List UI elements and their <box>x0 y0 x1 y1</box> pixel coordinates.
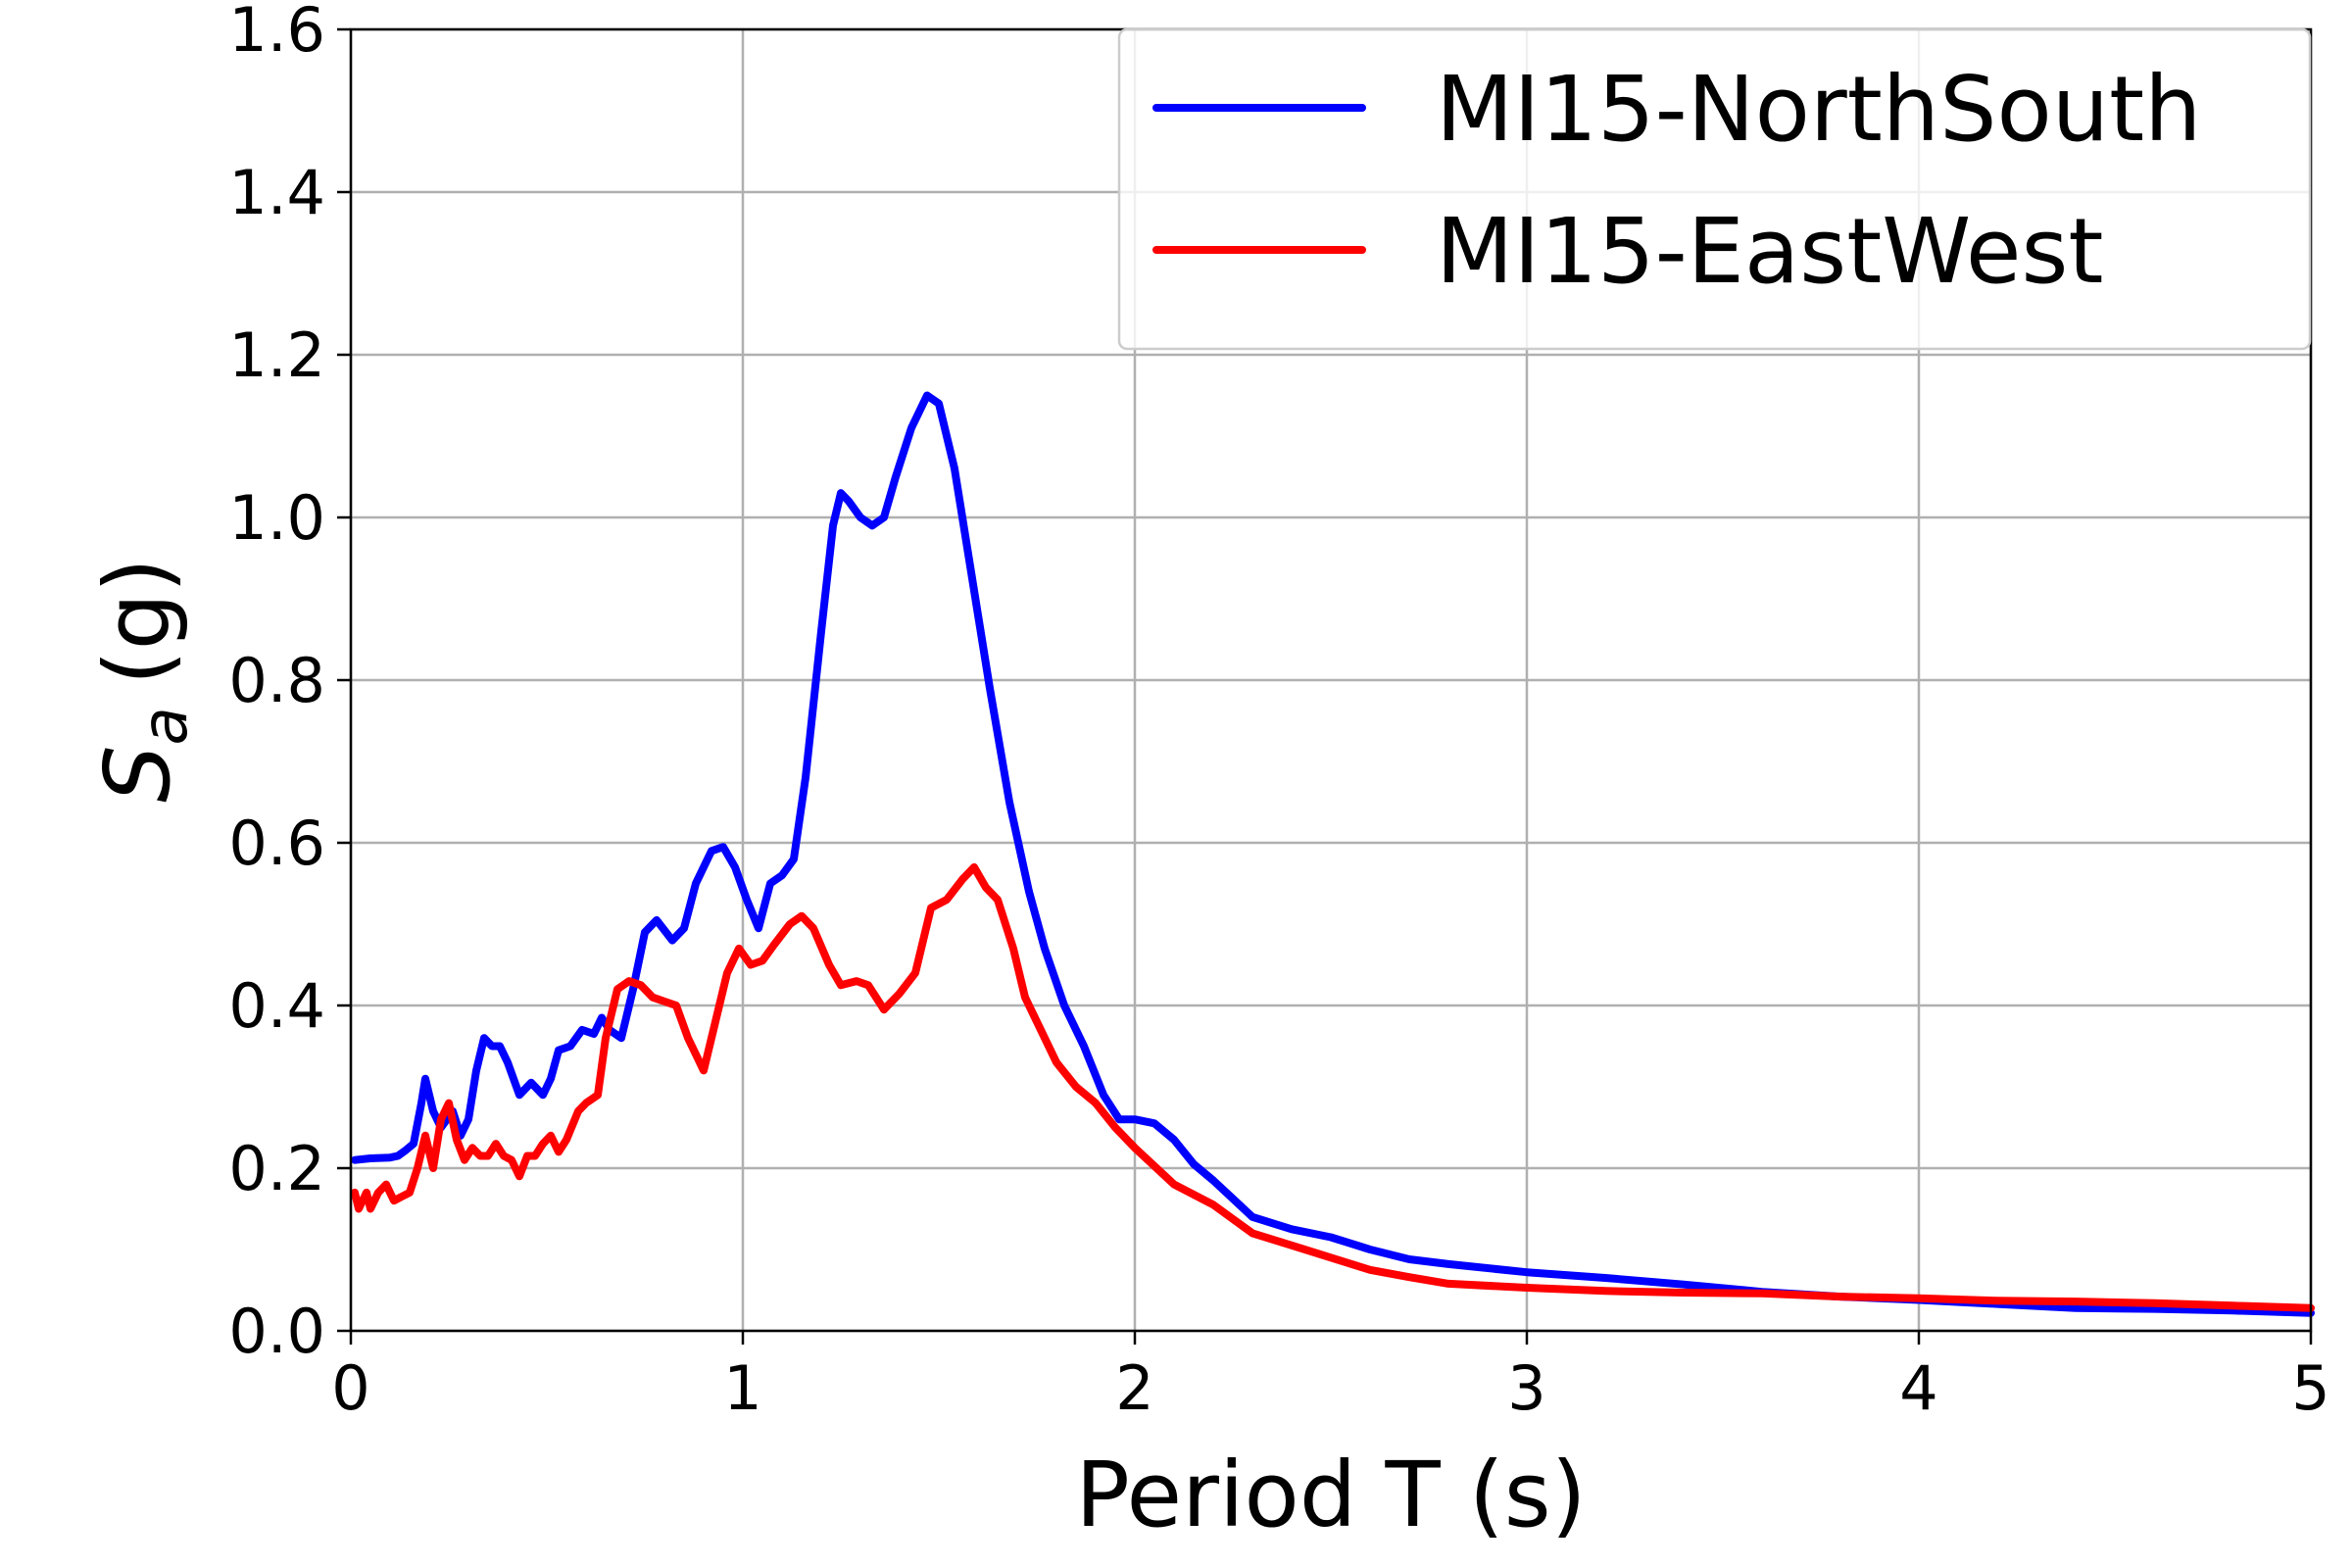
y-tick-label: 0.8 <box>228 645 325 716</box>
y-tick-label: 0.4 <box>228 970 325 1042</box>
x-tick-label: 2 <box>1115 1352 1153 1424</box>
x-tick-label: 1 <box>723 1352 761 1424</box>
y-tick-label: 0.6 <box>228 808 325 879</box>
y-tick-label: 1.4 <box>228 157 325 228</box>
x-tick-label: 4 <box>1899 1352 1937 1424</box>
y-tick-label: 1.0 <box>228 482 325 554</box>
y-axis-label: Sa (g) <box>85 558 202 803</box>
axis-ticks: 0 1 2 3 4 5 0.0 0.2 0.4 0.6 0.8 1.0 1.2 1.4 1.6 <box>228 0 2329 1424</box>
legend-label-2: MI15-EastWest <box>1436 199 2103 304</box>
y-tick-label: 0.0 <box>228 1296 325 1367</box>
x-axis-label: Period T (s) <box>1075 1443 1586 1547</box>
y-tick-label: 1.2 <box>228 319 325 391</box>
x-tick-label: 3 <box>1507 1352 1545 1424</box>
y-tick-label: 1.6 <box>228 0 325 66</box>
y-axis-label-unit: (g) <box>85 558 190 685</box>
legend-label-1: MI15-NorthSouth <box>1436 57 2201 162</box>
legend: MI15-NorthSouth MI15-EastWest <box>1117 27 2312 351</box>
y-axis-label-symbol: S <box>85 746 190 803</box>
series-lines <box>351 391 2315 1317</box>
series-line-1 <box>351 391 2315 1317</box>
legend-items: MI15-NorthSouth MI15-EastWest <box>1152 57 2201 304</box>
series-line-2 <box>351 862 2315 1312</box>
y-tick-label: 0.2 <box>228 1133 325 1204</box>
x-tick-label: 5 <box>2291 1352 2329 1424</box>
y-axis-label-subscript: a <box>129 707 202 745</box>
legend-box <box>1117 27 2312 351</box>
x-tick-label: 0 <box>331 1352 369 1424</box>
